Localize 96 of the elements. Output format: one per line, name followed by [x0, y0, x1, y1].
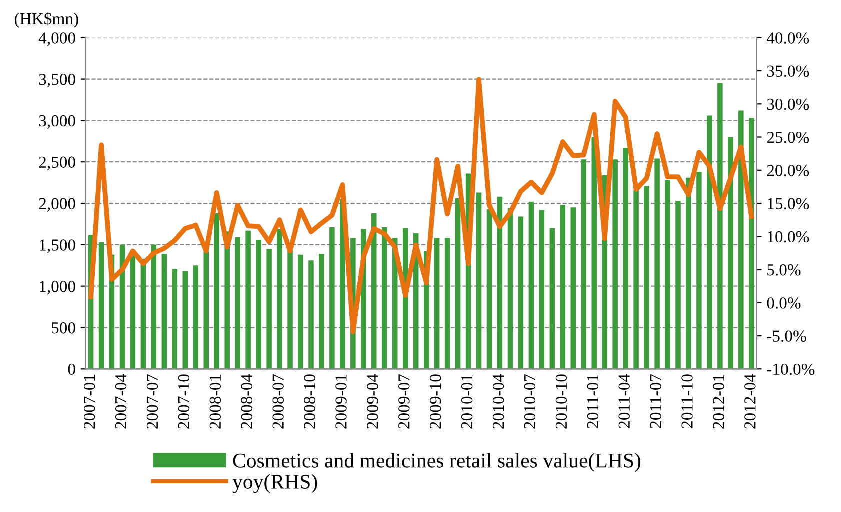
x-tick-label: 2007-04 — [115, 374, 127, 429]
y2-tick-label: 10.0% — [768, 231, 810, 243]
y-tick-label: 2,000 — [39, 198, 76, 212]
bar — [486, 209, 492, 370]
y-tick-label: 3,000 — [39, 115, 76, 130]
x-tick-label: 2011-04 — [618, 374, 630, 428]
y2-tick-label: 40.0% — [766, 32, 810, 44]
x-tick-label: 2010-10 — [556, 374, 568, 429]
x-tick-label: 2009-07 — [398, 374, 410, 429]
y-tick-label: 500 — [52, 322, 76, 334]
bar — [298, 254, 304, 370]
x-tick-label: 2009-04 — [367, 374, 378, 429]
y-tick-label: 1,500 — [40, 240, 76, 254]
legend-label: Cosmetics and medicines retail sales value(LHS) — [233, 453, 641, 472]
bar — [162, 254, 168, 370]
bar — [696, 172, 702, 370]
bar — [193, 266, 199, 370]
bar — [98, 242, 104, 370]
y-axis-title: (HK$mn) — [15, 12, 78, 28]
x-tick-label: 2011-07 — [650, 374, 662, 428]
bar — [235, 237, 240, 370]
x-tick-label: 2008-07 — [272, 374, 284, 429]
x-tick-label: 2007-07 — [146, 374, 158, 429]
y-tick-label: 1,000 — [40, 281, 76, 295]
bar — [728, 137, 734, 370]
bar — [686, 178, 692, 370]
x-tick-label: 2010-01 — [461, 375, 473, 429]
bar — [204, 252, 209, 370]
bar — [749, 118, 754, 370]
y2-tick-label: 5.0% — [768, 264, 801, 276]
bar — [644, 186, 650, 370]
bar — [550, 228, 556, 370]
x-tick-label: 2009-01 — [336, 375, 347, 429]
y-tick-label: 0 — [68, 364, 76, 376]
bar — [707, 116, 712, 370]
bar — [382, 228, 388, 370]
legend-label: yoy(RHS) — [232, 474, 318, 494]
y2-tick-label: 0.0% — [767, 298, 801, 309]
y2-tick-label: -5.0% — [767, 330, 806, 342]
bar — [581, 160, 586, 370]
bar — [634, 190, 639, 370]
y2-tick-label: -10.0% — [767, 364, 815, 376]
bar — [246, 230, 251, 370]
bar — [214, 213, 220, 370]
x-tick-label: 2008-04 — [241, 374, 252, 429]
x-tick-label: 2007-10 — [178, 374, 190, 429]
bar — [654, 158, 660, 370]
bar — [182, 271, 188, 370]
x-tick-label: 2011-01 — [587, 375, 599, 428]
bar — [476, 192, 482, 370]
bar — [319, 254, 324, 370]
x-tick-label: 2007-01 — [84, 375, 96, 429]
bar — [256, 240, 262, 370]
bar — [444, 238, 450, 370]
bar — [592, 137, 597, 370]
x-tick-label: 2008-01 — [210, 375, 222, 429]
x-tick-label: 2012-04 — [744, 374, 756, 429]
bar — [434, 238, 440, 370]
bar — [497, 196, 503, 370]
x-tick-label: 2009-10 — [430, 374, 442, 429]
bar — [308, 260, 314, 370]
y2-tick-label: 20.0% — [767, 165, 810, 176]
line-series — [88, 77, 754, 334]
bar — [288, 250, 293, 370]
bar — [665, 180, 670, 370]
bar — [266, 249, 272, 370]
bar — [560, 205, 566, 370]
bar — [372, 213, 377, 370]
x-tick-label: 2012-01 — [713, 375, 724, 429]
y2-tick-label: 25.0% — [767, 132, 810, 144]
x-tick-label: 2011-10 — [682, 374, 693, 428]
bar — [508, 208, 514, 370]
y2-tick-label: 35.0% — [767, 66, 810, 78]
bar — [277, 229, 282, 370]
bar — [676, 201, 681, 370]
bar — [570, 208, 576, 370]
bar — [539, 210, 545, 370]
bar — [151, 244, 157, 370]
bar — [738, 110, 744, 370]
y-tick-label: 3,500 — [39, 74, 76, 88]
y2-tick-label: 15.0% — [768, 198, 810, 210]
bar — [528, 202, 534, 370]
x-tick-label: 2010-04 — [492, 374, 504, 429]
bar — [612, 160, 618, 370]
x-tick-label: 2010-07 — [524, 374, 536, 429]
bar — [623, 148, 628, 370]
y-tick-label: 4,000 — [38, 32, 76, 46]
bar — [130, 256, 136, 370]
y-tick-label: 2,500 — [39, 156, 76, 170]
bar — [718, 83, 723, 370]
bar — [455, 198, 461, 370]
bar — [518, 216, 524, 370]
y2-tick-label: 30.0% — [767, 98, 810, 110]
x-tick-label: 2008-10 — [304, 374, 316, 429]
bar — [330, 228, 335, 370]
bar — [172, 268, 178, 370]
